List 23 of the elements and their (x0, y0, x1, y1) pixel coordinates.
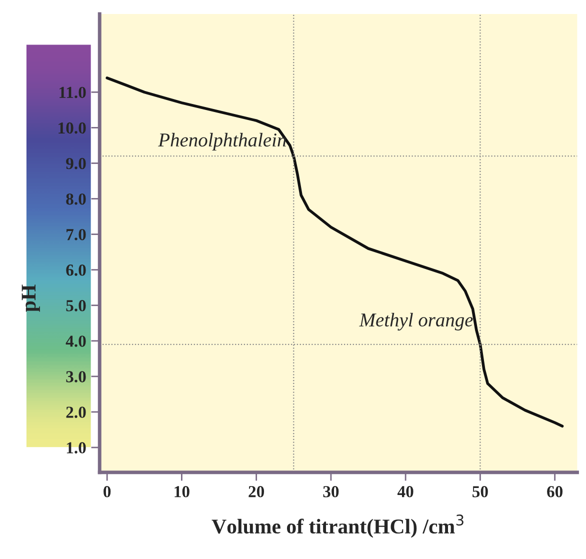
y-tick-label: 6.0 (66, 264, 86, 276)
y-tick-label: 11.0 (60, 86, 86, 98)
y-tick-label: 3.0 (66, 371, 86, 382)
x-tick-label: 60 (547, 486, 563, 498)
y-tick-label: 1.0 (66, 442, 86, 454)
x-tick-label: 0 (104, 486, 111, 498)
line-series (106, 76, 564, 428)
y-tick-label: 9.0 (66, 158, 86, 170)
y-axis-title: pH (22, 284, 40, 312)
y-tick-label: 4.0 (66, 336, 86, 347)
annotation: Phenolphthalein (158, 132, 286, 151)
x-tick-label: 20 (248, 486, 264, 498)
y-tick-label: 5.0 (66, 300, 86, 312)
y-tick-label: 2.0 (66, 406, 86, 418)
x-tick-label: 40 (397, 486, 414, 498)
y-tick-label: 8.0 (66, 193, 86, 205)
x-tick-label: 30 (323, 486, 339, 498)
x-tick-label: 10 (174, 486, 190, 498)
x-tick-label: 50 (472, 486, 488, 498)
x-axis-title: Volume of titrant(HCl) /cm$^{3}$ (212, 514, 464, 538)
annotation: Methyl orange (359, 312, 473, 331)
y-tick-label: 7.0 (66, 228, 86, 240)
y-tick-label: 10.0 (58, 122, 86, 134)
